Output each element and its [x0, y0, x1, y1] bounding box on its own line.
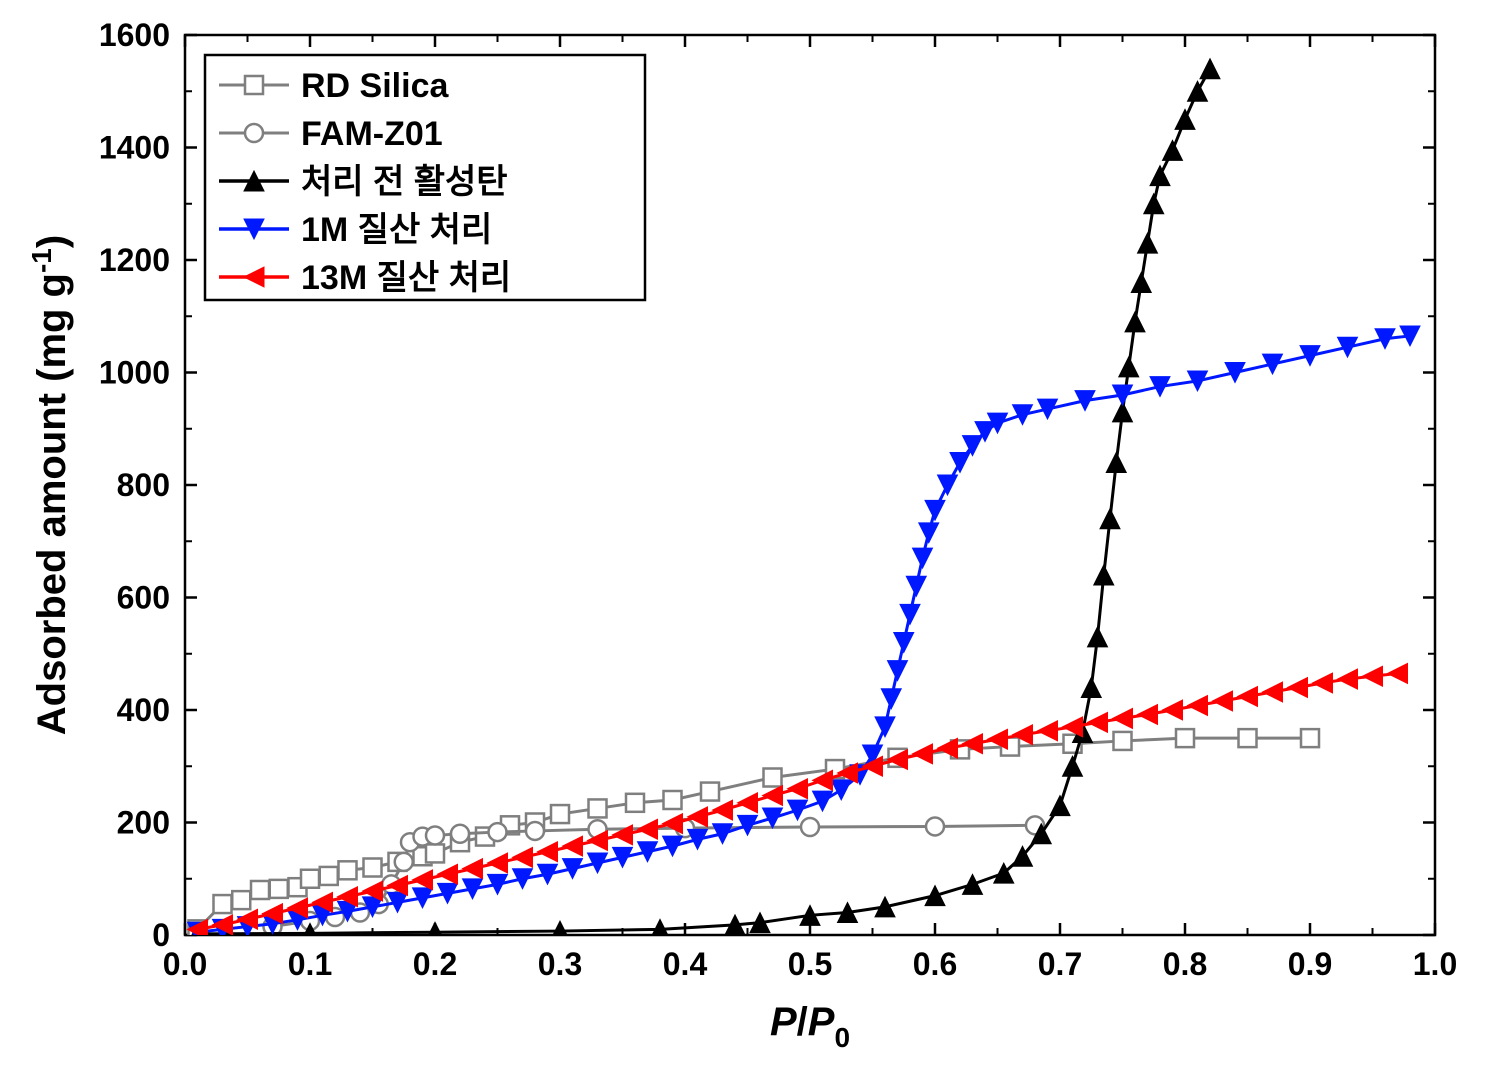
x-axis-title: P/P0 — [770, 1000, 850, 1053]
svg-text:0.5: 0.5 — [788, 946, 832, 982]
svg-text:400: 400 — [117, 692, 170, 728]
series-hno3-1m — [188, 326, 1421, 942]
chart-container: 0.00.10.20.30.40.50.60.70.80.91.00200400… — [0, 0, 1494, 1079]
svg-text:0.6: 0.6 — [913, 946, 957, 982]
legend-label-untreated: 처리 전 활성탄 — [301, 163, 508, 201]
svg-text:1600: 1600 — [99, 17, 170, 53]
svg-text:0.7: 0.7 — [1038, 946, 1082, 982]
legend-label-hno3-13m: 13M 질산 처리 — [301, 259, 511, 297]
svg-text:0.8: 0.8 — [1163, 946, 1207, 982]
svg-text:0.2: 0.2 — [413, 946, 457, 982]
svg-text:1.0: 1.0 — [1413, 946, 1457, 982]
legend-label-rd-silica: RD Silica — [301, 67, 449, 105]
svg-text:1400: 1400 — [99, 130, 170, 166]
adsorption-isotherm-chart: 0.00.10.20.30.40.50.60.70.80.91.00200400… — [0, 0, 1494, 1079]
legend-label-hno3-1m: 1M 질산 처리 — [301, 211, 492, 249]
svg-text:0.3: 0.3 — [538, 946, 582, 982]
svg-text:800: 800 — [117, 467, 170, 503]
svg-text:600: 600 — [117, 580, 170, 616]
y-axis-title: Adsorbed amount (mg g-1) — [26, 235, 74, 735]
legend-label-fam-z01: FAM-Z01 — [301, 115, 443, 153]
svg-text:0: 0 — [152, 917, 170, 953]
svg-text:0.9: 0.9 — [1288, 946, 1332, 982]
svg-text:1000: 1000 — [99, 355, 170, 391]
svg-text:1200: 1200 — [99, 242, 170, 278]
svg-text:200: 200 — [117, 805, 170, 841]
svg-text:0.1: 0.1 — [288, 946, 332, 982]
svg-text:0.4: 0.4 — [663, 946, 708, 982]
legend: RD Silica FAM-Z01 처리 전 활성탄 1M 질산 처리 13M 질산 처… — [205, 55, 645, 300]
